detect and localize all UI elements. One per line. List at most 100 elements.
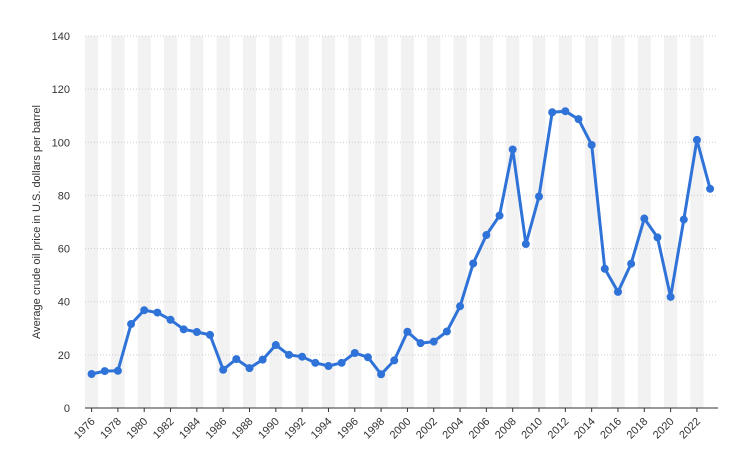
data-point[interactable] [140,306,149,315]
y-tick-label: 60 [58,244,70,256]
gridlines [85,35,718,356]
x-tick-label: 2008 [493,416,519,442]
band [427,36,441,408]
band [321,36,336,408]
data-point[interactable] [521,240,530,249]
x-tick-label: 1984 [177,416,203,442]
data-point[interactable] [442,327,451,336]
band [585,36,599,408]
data-point[interactable] [613,287,622,296]
data-point[interactable] [87,369,96,378]
data-point[interactable] [653,233,662,242]
y-axis-ticks: 0 20 40 60 80 100 120 140 [52,31,70,415]
data-point[interactable] [403,327,412,336]
x-tick-label: 1980 [125,416,151,442]
data-point[interactable] [298,352,307,361]
x-tick-label: 2020 [651,416,677,442]
x-tick-label: 1986 [204,416,230,442]
band [690,36,704,408]
band [85,36,99,408]
band [348,36,362,408]
x-tick-label: 2016 [598,416,624,442]
data-point[interactable] [232,355,241,364]
data-point[interactable] [311,358,320,367]
data-point[interactable] [258,355,267,364]
data-point[interactable] [206,330,215,339]
data-point[interactable] [127,320,136,329]
x-tick-label: 2022 [677,416,703,442]
y-tick-label: 140 [52,31,70,43]
band [190,36,204,408]
data-point[interactable] [561,107,570,116]
band [269,36,283,408]
data-point[interactable] [377,370,386,379]
data-point[interactable] [548,108,557,117]
data-point[interactable] [179,325,188,334]
data-point[interactable] [666,292,675,301]
data-point[interactable] [692,135,701,144]
data-point[interactable] [350,348,359,357]
data-point[interactable] [429,337,438,346]
band [242,36,257,408]
data-point[interactable] [192,328,201,337]
band [400,36,415,408]
x-tick-label: 2014 [572,416,598,442]
data-point[interactable] [324,362,333,371]
x-tick-label: 1982 [151,416,177,442]
band [506,36,520,408]
y-tick-label: 40 [58,297,70,309]
x-tick-label: 1978 [98,416,124,442]
band [295,36,309,408]
x-tick-label: 1998 [361,416,387,442]
data-point[interactable] [245,364,254,373]
y-tick-label: 100 [52,137,70,149]
background-bands [85,36,704,408]
data-point[interactable] [679,215,688,224]
band [163,36,178,408]
y-axis-label: Average crude oil price in U.S. dollars … [31,105,43,339]
x-tick-label: 1992 [282,416,308,442]
data-point[interactable] [456,302,465,311]
data-point[interactable] [600,264,609,273]
band [137,36,151,408]
data-point[interactable] [100,367,109,376]
data-point[interactable] [363,353,372,362]
data-points [87,107,715,379]
x-tick-label: 2002 [414,416,440,442]
band [664,36,678,408]
x-tick-label: 2000 [388,416,414,442]
x-tick-label: 1976 [72,416,98,442]
data-point[interactable] [337,358,346,367]
data-point[interactable] [508,145,517,154]
data-point[interactable] [574,115,583,124]
x-tick-label: 1990 [256,416,282,442]
y-tick-label: 80 [58,190,70,202]
data-point[interactable] [166,315,175,324]
x-tick-label: 1988 [230,416,256,442]
band [479,36,493,408]
data-point[interactable] [416,339,425,348]
x-tick-label: 1994 [309,416,335,442]
data-point[interactable] [390,356,399,365]
data-point[interactable] [495,211,504,220]
x-tick-label: 1996 [335,416,361,442]
data-point[interactable] [706,184,715,193]
data-point[interactable] [482,231,491,240]
x-tick-label: 2010 [519,416,545,442]
data-point[interactable] [153,308,162,317]
data-point[interactable] [219,365,228,374]
band [532,36,546,408]
data-point[interactable] [469,259,478,268]
x-tick-label: 2018 [625,416,651,442]
data-point[interactable] [627,259,636,268]
data-point[interactable] [535,192,544,201]
data-point[interactable] [640,214,649,223]
y-tick-label: 120 [52,84,70,96]
data-point[interactable] [271,341,280,350]
data-point[interactable] [284,350,293,359]
band [453,36,467,408]
data-point[interactable] [587,140,596,149]
data-point[interactable] [113,366,122,375]
